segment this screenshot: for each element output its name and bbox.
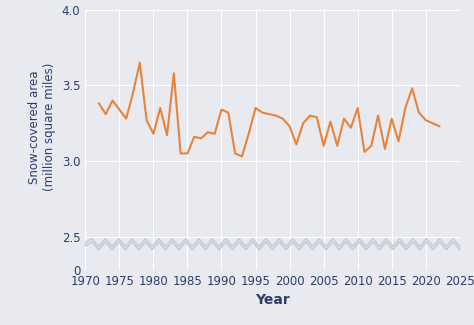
X-axis label: Year: Year: [255, 293, 290, 307]
Y-axis label: Snow-covered area
(million square miles): Snow-covered area (million square miles): [28, 63, 56, 191]
